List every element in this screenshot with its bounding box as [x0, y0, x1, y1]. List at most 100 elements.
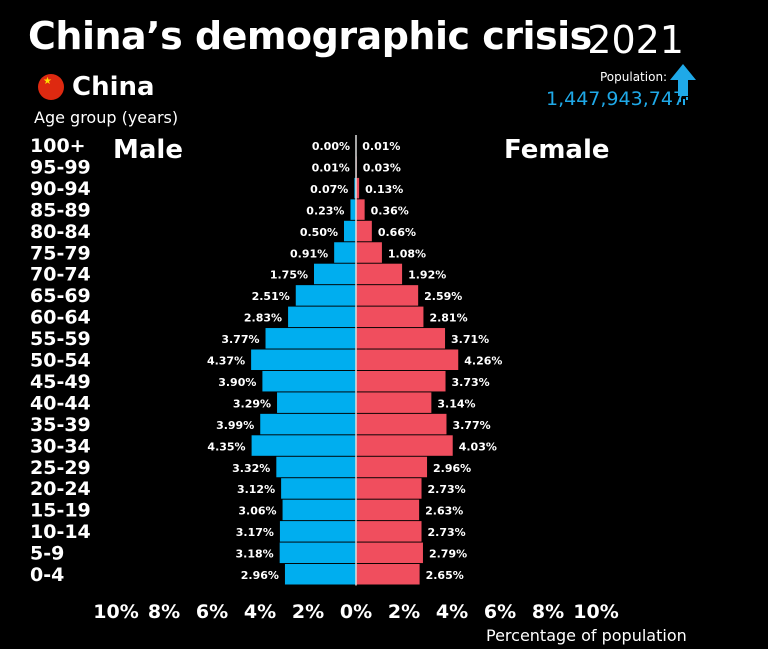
male-bar [314, 263, 356, 285]
male-value-label: 0.23% [306, 204, 344, 217]
male-value-label: 2.83% [244, 312, 282, 325]
age-group-label: 25-29 [30, 457, 91, 479]
male-bar [260, 413, 356, 435]
female-value-label: 3.73% [452, 376, 490, 389]
female-bar [356, 435, 453, 456]
female-bar [356, 521, 422, 542]
age-group-label: 80-84 [30, 221, 91, 243]
female-value-label: 2.59% [424, 290, 462, 303]
male-bar [282, 499, 356, 521]
female-value-label: 2.63% [425, 505, 463, 518]
male-bar [334, 242, 356, 263]
female-value-label: 0.36% [371, 204, 409, 217]
x-tick-label: 6% [196, 601, 228, 623]
x-tick-label: 0% [340, 601, 372, 623]
male-value-label: 2.51% [252, 290, 290, 303]
x-tick-label: 6% [484, 601, 516, 623]
age-group-label: 0-4 [30, 564, 64, 586]
female-value-label: 2.79% [429, 548, 467, 561]
male-bar [262, 370, 356, 392]
female-bar [356, 199, 365, 220]
female-value-label: 2.96% [433, 462, 471, 475]
female-value-label: 2.73% [428, 483, 466, 496]
legend-male: Male [113, 135, 183, 165]
age-group-label: 45-49 [30, 371, 91, 393]
male-bar [277, 392, 356, 413]
female-value-label: 4.03% [459, 440, 497, 453]
male-value-label: 0.00% [312, 140, 350, 153]
male-bar [344, 220, 356, 242]
male-value-label: 3.12% [237, 483, 275, 496]
male-bar [251, 435, 356, 456]
y-axis-title: Age group (years) [34, 108, 179, 127]
male-value-label: 3.17% [236, 526, 274, 539]
male-bar [265, 328, 356, 349]
female-bar [356, 392, 432, 413]
male-bar [279, 521, 356, 542]
female-bar [356, 242, 382, 263]
age-group-label: 90-94 [30, 178, 91, 200]
age-group-label: 5-9 [30, 543, 64, 565]
male-value-label: 3.29% [233, 397, 271, 410]
male-bar [284, 564, 356, 585]
female-bar [356, 370, 446, 392]
male-bar [350, 199, 356, 220]
male-value-label: 0.91% [290, 247, 328, 260]
female-value-label: 0.13% [365, 183, 403, 196]
female-bar [356, 478, 422, 499]
age-group-label: 20-24 [30, 478, 91, 500]
male-value-label: 4.37% [207, 355, 245, 368]
female-bar [356, 285, 419, 306]
age-group-label: 70-74 [30, 264, 91, 286]
x-tick-label: 10% [573, 601, 618, 623]
x-axis-title: Percentage of population [486, 626, 687, 645]
male-value-label: 0.01% [312, 161, 350, 174]
arrow-up-icon [670, 64, 696, 105]
chart-title: China’s demographic crisis [28, 14, 592, 58]
female-value-label: 2.81% [429, 312, 467, 325]
female-value-label: 1.08% [388, 247, 426, 260]
female-bar [356, 306, 424, 328]
female-bar [356, 349, 459, 370]
male-bar [354, 177, 356, 199]
age-group-label: 95-99 [30, 156, 91, 178]
male-value-label: 3.18% [236, 548, 274, 561]
female-bar [356, 542, 423, 564]
population-label: Population: [600, 70, 668, 84]
age-group-label: 65-69 [30, 285, 91, 307]
female-value-label: 0.01% [362, 140, 400, 153]
male-value-label: 2.96% [241, 569, 279, 582]
age-group-label: 100+ [30, 135, 86, 157]
x-tick-label: 4% [244, 601, 276, 623]
x-tick-label: 2% [388, 601, 420, 623]
female-value-label: 1.92% [408, 269, 446, 282]
age-group-label: 15-19 [30, 500, 91, 522]
female-value-label: 0.66% [378, 226, 416, 239]
country-label: ★ China [38, 72, 155, 102]
female-bar [356, 328, 446, 349]
age-group-label: 55-59 [30, 328, 91, 350]
age-group-label: 75-79 [30, 242, 91, 264]
male-bar [251, 349, 356, 370]
x-tick-label: 8% [532, 601, 564, 623]
x-tick-label: 10% [93, 601, 138, 623]
female-value-label: 3.77% [452, 419, 490, 432]
x-tick-label: 4% [436, 601, 468, 623]
female-value-label: 4.26% [464, 355, 502, 368]
female-bar [356, 413, 447, 435]
female-value-label: 3.14% [437, 397, 475, 410]
female-bar [356, 564, 420, 585]
male-value-label: 3.32% [232, 462, 270, 475]
female-bar [356, 177, 360, 199]
male-bar [288, 306, 356, 328]
male-bar [276, 456, 356, 478]
female-bar [356, 499, 420, 521]
country-name: China [72, 72, 155, 102]
x-tick-label: 2% [292, 601, 324, 623]
female-value-label: 0.03% [363, 161, 401, 174]
age-group-label: 35-39 [30, 414, 91, 436]
population-value: 1,447,943,747 [546, 88, 686, 110]
male-value-label: 0.50% [300, 226, 338, 239]
china-flag-icon: ★ [38, 74, 64, 100]
